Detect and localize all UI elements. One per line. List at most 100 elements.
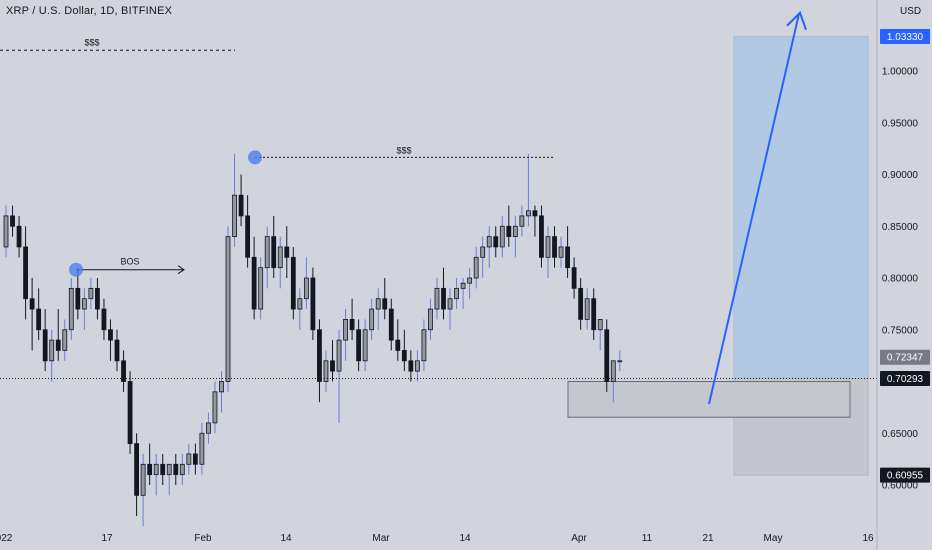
candle-bullish bbox=[454, 287, 459, 300]
price-tick-label: 0.90000 bbox=[882, 170, 919, 181]
candle-bearish bbox=[401, 350, 407, 362]
candle-bearish bbox=[578, 287, 584, 320]
candle-bullish bbox=[460, 282, 466, 289]
candle-bullish bbox=[199, 432, 205, 465]
candle-bearish bbox=[552, 236, 557, 258]
candle-bullish bbox=[375, 298, 381, 310]
candle-bullish bbox=[219, 381, 224, 393]
price-tick-label: 0.75000 bbox=[882, 325, 919, 336]
candle-bearish bbox=[271, 236, 277, 269]
candle-bullish bbox=[499, 225, 505, 248]
candle-bullish bbox=[584, 298, 590, 320]
candle-bullish bbox=[447, 298, 453, 310]
candle-bullish bbox=[526, 210, 531, 217]
candle-bearish bbox=[147, 463, 153, 476]
price-tag bbox=[880, 370, 930, 386]
candle-bullish bbox=[258, 267, 264, 310]
candle-bearish bbox=[388, 308, 394, 341]
time-tick-label: May bbox=[764, 533, 783, 544]
candles-layer bbox=[3, 153, 623, 527]
candle-bearish bbox=[539, 215, 544, 258]
candle-bearish bbox=[349, 318, 355, 331]
candle-bearish bbox=[245, 215, 251, 258]
candle-bullish bbox=[414, 360, 420, 372]
price-tick-label: 0.65000 bbox=[882, 429, 919, 440]
projection-arrow bbox=[708, 13, 800, 405]
candle-bullish bbox=[617, 360, 623, 363]
candle-bearish bbox=[493, 236, 499, 248]
candle-bullish bbox=[480, 246, 486, 258]
candle-bearish bbox=[290, 256, 296, 310]
time-tick-label: 16 bbox=[862, 533, 874, 544]
candle-bearish bbox=[29, 298, 35, 310]
candle-bullish bbox=[512, 225, 518, 238]
target-profit-zone bbox=[733, 36, 869, 379]
candle-bearish bbox=[121, 360, 126, 382]
candle-bearish bbox=[310, 277, 316, 331]
price-tag bbox=[880, 29, 930, 45]
candle-bearish bbox=[565, 246, 570, 269]
candle-bearish bbox=[23, 246, 28, 300]
candle-bearish bbox=[284, 246, 290, 258]
candle-bullish bbox=[519, 215, 525, 227]
candle-bearish bbox=[604, 329, 610, 382]
overlays-layer: $$$ $$$ BOS bbox=[0, 10, 877, 405]
candle-bullish bbox=[206, 422, 211, 434]
candle-bearish bbox=[571, 267, 577, 289]
candle-bearish bbox=[238, 194, 244, 217]
candle-bearish bbox=[382, 298, 388, 310]
candle-bearish bbox=[108, 329, 113, 341]
candle-bullish bbox=[297, 298, 303, 310]
candle-bullish bbox=[3, 215, 9, 248]
price-tag-label: 0.60955 bbox=[887, 471, 924, 482]
candle-bullish bbox=[277, 246, 283, 269]
candle-bullish bbox=[140, 463, 146, 496]
candle-bullish bbox=[212, 391, 218, 424]
candle-bearish bbox=[192, 453, 198, 465]
candle-bearish bbox=[591, 298, 597, 331]
candle-bullish bbox=[303, 277, 309, 300]
demand-zone bbox=[567, 381, 851, 418]
chart-title: XRP / U.S. Dollar, 1D, BITFINEX bbox=[6, 5, 173, 17]
price-tag bbox=[880, 349, 930, 365]
candle-bullish bbox=[68, 287, 74, 331]
candle-bearish bbox=[395, 339, 401, 351]
candle-bearish bbox=[16, 225, 22, 248]
candle-bullish bbox=[153, 463, 159, 476]
candle-bullish bbox=[558, 246, 564, 258]
candle-bearish bbox=[441, 287, 446, 310]
price-tick-label: 0.80000 bbox=[882, 274, 919, 285]
time-tick-label: 022 bbox=[0, 533, 13, 544]
currency-unit: USD bbox=[900, 6, 922, 17]
candle-bullish bbox=[362, 329, 368, 362]
price-tag-label: 1.03330 bbox=[887, 32, 924, 43]
bos-arrowhead bbox=[177, 265, 185, 275]
candle-bullish bbox=[343, 318, 348, 341]
time-tick-label: Apr bbox=[571, 533, 587, 544]
candle-bearish bbox=[127, 381, 133, 444]
time-axis[interactable]: 022 17 Feb 14 Mar 14 Apr 11 21 May 16 bbox=[0, 533, 874, 544]
time-tick-label: Feb bbox=[194, 533, 212, 544]
price-tick-label: 0.85000 bbox=[882, 222, 919, 233]
swing-high-marker bbox=[248, 150, 262, 165]
candle-bearish bbox=[95, 287, 100, 310]
candle-bearish bbox=[506, 225, 512, 238]
candle-bullish bbox=[186, 453, 192, 465]
candle-bullish bbox=[597, 318, 603, 331]
price-tag-label: 0.72347 bbox=[887, 353, 924, 364]
price-axis[interactable]: 0.600000.650000.700000.750000.800000.850… bbox=[880, 29, 930, 492]
candle-bullish bbox=[369, 308, 375, 331]
candle-bearish bbox=[55, 339, 61, 351]
candle-bullish bbox=[467, 277, 473, 284]
candle-bullish bbox=[473, 256, 479, 279]
projection-arrowhead bbox=[786, 10, 807, 31]
candle-bearish bbox=[114, 339, 120, 362]
candle-bullish bbox=[264, 236, 270, 269]
zones-layer bbox=[567, 36, 869, 476]
liquidity-label-top: $$$ bbox=[84, 37, 99, 47]
candle-bullish bbox=[49, 339, 55, 362]
candle-bullish bbox=[81, 298, 87, 310]
candle-bearish bbox=[42, 329, 48, 362]
candle-bullish bbox=[336, 339, 342, 372]
